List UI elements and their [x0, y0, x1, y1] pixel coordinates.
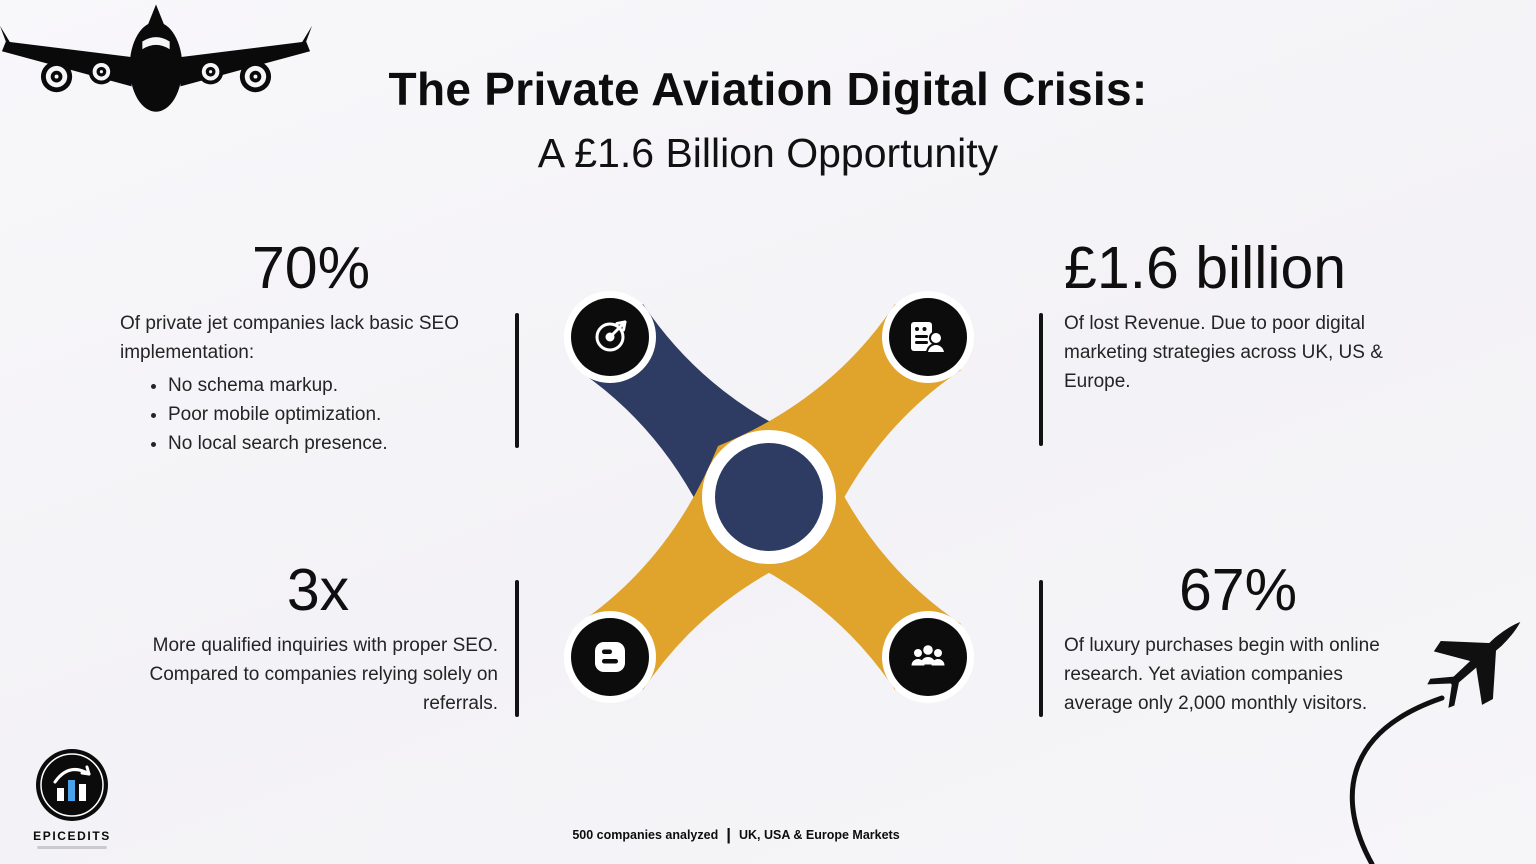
brand-tagline-rule [37, 846, 107, 849]
divider-bottom-right [1039, 580, 1043, 717]
stat-value: 67% [1178, 557, 1298, 623]
title-block: The Private Aviation Digital Crisis: A £… [0, 62, 1536, 177]
blog-icon [595, 642, 625, 672]
page-title: The Private Aviation Digital Crisis: [388, 63, 1148, 115]
page-subtitle: A £1.6 Billion Opportunity [537, 130, 999, 176]
stat-description: More qualified inquiries with proper SEO… [149, 634, 498, 714]
footer-markets: UK, USA & Europe Markets [738, 827, 900, 842]
stat-bullet: No local search presence. [168, 429, 502, 458]
stat-inquiries: 3x More qualified inquiries with proper … [138, 558, 498, 718]
stat-bullet: No schema markup. [168, 371, 502, 400]
stat-value: 3x [286, 557, 350, 623]
target-icon [595, 320, 627, 352]
engine-icons [40, 59, 272, 93]
divider-top-left [515, 313, 519, 448]
stat-bullet: Poor mobile optimization. [168, 400, 502, 429]
epicedits-logo: EPICEDITS [28, 748, 116, 849]
swoosh-trail [1349, 695, 1445, 864]
stat-value: 70% [251, 235, 371, 301]
stat-description: Of private jet companies lack basic SEO … [120, 312, 459, 363]
stat-online-research: 67% Of luxury purchases begin with onlin… [1064, 558, 1412, 718]
epicedits-logo-mark [36, 749, 108, 821]
jet-silhouette [1427, 621, 1521, 708]
footer: 500 companies analyzed | UK, USA & Europ… [572, 826, 899, 843]
divider-top-right [1039, 313, 1043, 446]
team-icon [911, 645, 945, 666]
center-hub [715, 443, 823, 551]
airplane-takeoff-icon [1349, 621, 1521, 864]
footer-separator: | [726, 825, 731, 844]
stat-bullet-list: No schema markup. Poor mobile optimizati… [120, 371, 502, 458]
airplane-front-icon [0, 4, 312, 112]
center-graphic [564, 291, 974, 703]
stat-value: £1.6 billion [1064, 235, 1347, 301]
footer-analysis: 500 companies analyzed [572, 827, 719, 842]
divider-bottom-left [515, 580, 519, 717]
stat-seo-gap: 70% Of private jet companies lack basic … [120, 236, 502, 458]
stat-description: Of luxury purchases begin with online re… [1064, 634, 1380, 714]
stat-description: Of lost Revenue. Due to poor digital mar… [1064, 312, 1383, 392]
brand-name: EPICEDITS [33, 829, 111, 843]
stat-lost-revenue: £1.6 billion Of lost Revenue. Due to poo… [1064, 236, 1412, 396]
contact-card-icon [911, 322, 947, 354]
